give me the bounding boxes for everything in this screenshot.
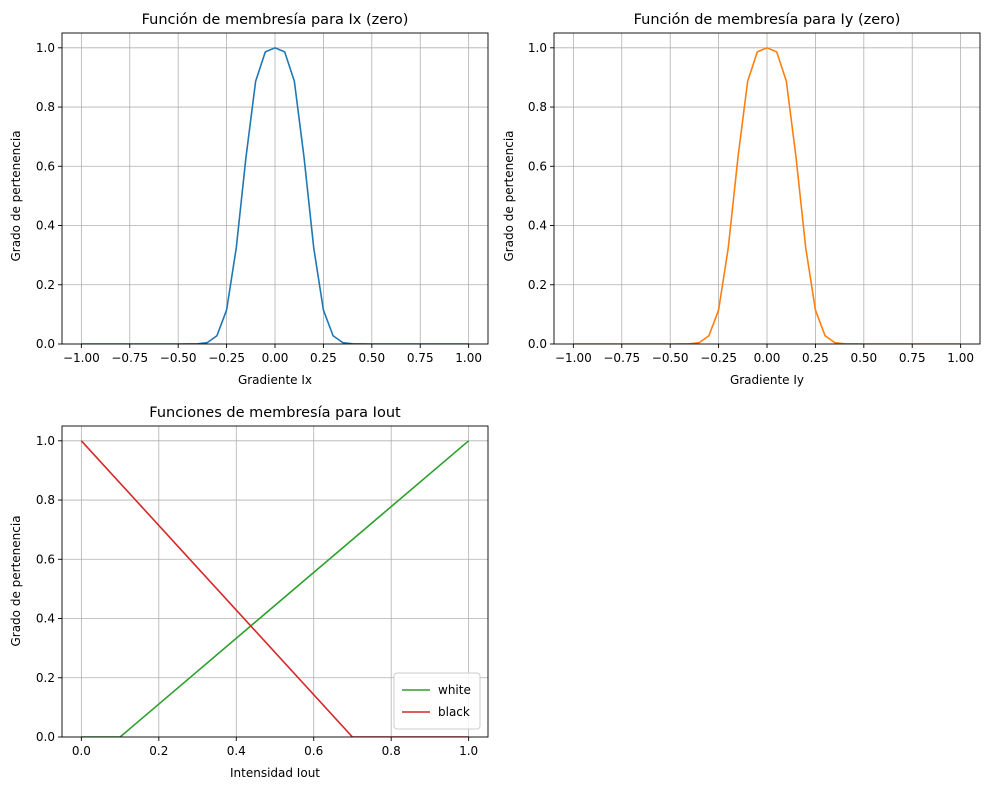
x-tick-label: −0.50 <box>652 351 689 365</box>
y-tick-label: 1.0 <box>36 434 55 448</box>
x-tick-label: 1.00 <box>947 351 974 365</box>
x-tick-label: 0.2 <box>149 744 168 758</box>
x-tick-label: 0.4 <box>227 744 246 758</box>
y-tick-label: 0.8 <box>36 493 55 507</box>
x-tick-label: 0.0 <box>72 744 91 758</box>
y-tick-label: 0.6 <box>36 159 55 173</box>
x-axis-label: Gradiente Iy <box>730 373 804 387</box>
x-tick-label: 0.6 <box>304 744 323 758</box>
x-tick-label: −0.50 <box>160 351 197 365</box>
x-tick-label: 0.50 <box>358 351 385 365</box>
series-line-white <box>81 440 470 737</box>
y-tick-label: 0.4 <box>528 219 547 233</box>
x-tick-label: 0.8 <box>382 744 401 758</box>
x-axis-label: Gradiente Ix <box>238 373 312 387</box>
x-tick-label: −1.00 <box>555 351 592 365</box>
y-axis-label: Grado de pertenencia <box>502 130 516 261</box>
x-tick-label: 1.00 <box>455 351 482 365</box>
x-tick-label: −1.00 <box>63 351 100 365</box>
legend-box <box>393 672 481 730</box>
y-tick-label: 1.0 <box>528 41 547 55</box>
chart-title: Función de membresía para Iy (zero) <box>634 12 901 28</box>
x-tick-label: −0.75 <box>603 351 640 365</box>
y-tick-label: 0.0 <box>528 337 547 351</box>
y-tick-label: 0.6 <box>36 552 55 566</box>
x-axis-label: Intensidad Iout <box>230 766 320 780</box>
y-tick-label: 0.8 <box>528 100 547 114</box>
series-line-black <box>80 440 469 737</box>
x-tick-label: 0.50 <box>850 351 877 365</box>
chart-title: Función de membresía para Ix (zero) <box>142 12 409 28</box>
x-tick-label: −0.25 <box>700 351 737 365</box>
x-tick-label: 1.0 <box>459 744 478 758</box>
series-line-zero <box>81 47 469 344</box>
series-line-zero <box>573 47 961 344</box>
plot-ix-zero: Función de membresía para Ix (zero) Grad… <box>9 12 489 387</box>
legend-label: white <box>438 683 471 697</box>
axes-frame <box>61 425 489 738</box>
y-tick-label: 0.2 <box>36 671 55 685</box>
x-tick-label: −0.25 <box>208 351 245 365</box>
y-tick-label: 0.4 <box>36 219 55 233</box>
plot-iout: Funciones de membresía para Iout Intensi… <box>9 405 489 780</box>
y-tick-label: 0.4 <box>36 612 55 626</box>
y-tick-label: 0.2 <box>36 278 55 292</box>
y-tick-label: 0.6 <box>528 159 547 173</box>
x-tick-label: 0.75 <box>407 351 434 365</box>
y-tick-label: 0.0 <box>36 730 55 744</box>
y-tick-label: 0.2 <box>528 278 547 292</box>
x-tick-label: 0.00 <box>754 351 781 365</box>
grid <box>62 33 488 345</box>
y-axis-label: Grado de pertenencia <box>9 130 23 261</box>
x-tick-label: 0.00 <box>262 351 289 365</box>
y-tick-label: 1.0 <box>36 41 55 55</box>
x-tick-label: −0.75 <box>111 351 148 365</box>
y-tick-label: 0.0 <box>36 337 55 351</box>
x-tick-label: 0.25 <box>310 351 337 365</box>
plot-iy-zero: Función de membresía para Iy (zero) Grad… <box>502 12 981 387</box>
y-tick-label: 0.8 <box>36 100 55 114</box>
x-tick-label: 0.75 <box>899 351 926 365</box>
x-tick-label: 0.25 <box>802 351 829 365</box>
y-axis-label: Grado de pertenencia <box>9 515 23 646</box>
chart-title: Funciones de membresía para Iout <box>149 405 401 421</box>
legend: white black <box>393 672 481 730</box>
legend-label: black <box>438 705 470 719</box>
